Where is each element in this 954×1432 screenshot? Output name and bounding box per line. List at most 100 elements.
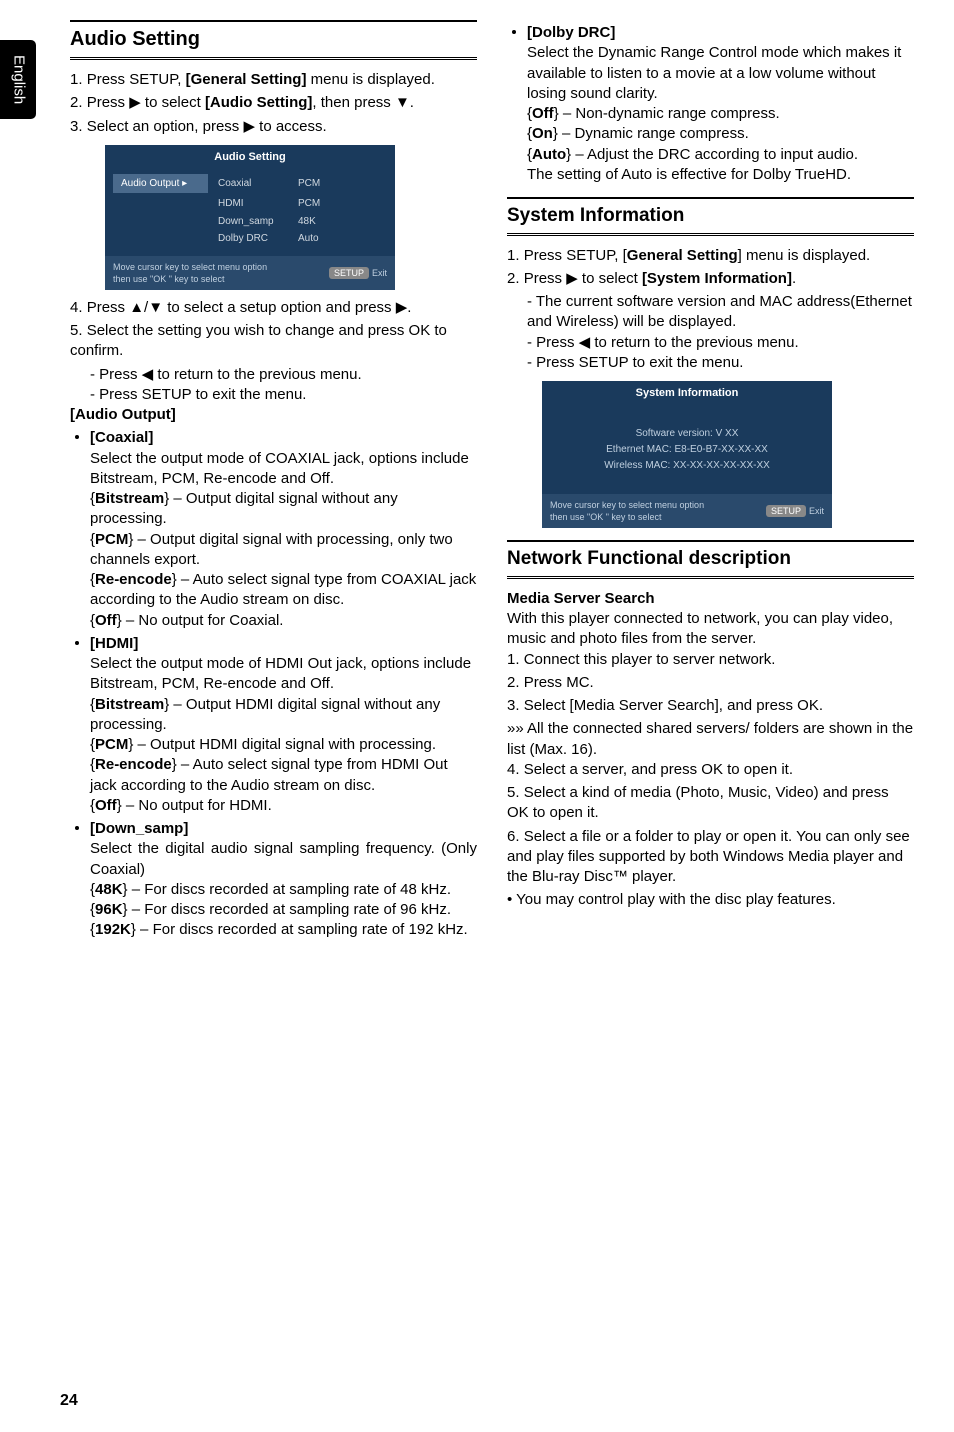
desc: Select the output mode of HDMI Out jack,…: [90, 654, 477, 695]
opt: {Off} – No output for HDMI.: [90, 796, 477, 816]
substep: - Press SETUP to exit the menu.: [90, 385, 477, 405]
network-title: Network Functional description: [507, 540, 914, 579]
text: Select an option, press ▶ to access.: [87, 118, 327, 135]
setup-button: SETUP: [766, 505, 806, 517]
step-2: 2. Press MC.: [507, 673, 914, 693]
opt: {Bitstream} – Output HDMI digital signal…: [90, 695, 477, 736]
text: [System Information]: [642, 270, 792, 287]
menu-val: Auto: [298, 232, 348, 246]
audio-setting-screenshot: Audio Setting Audio Output ▸ Coaxial PCM…: [105, 145, 395, 290]
text: Press ▲/▼ to select a setup option and p…: [87, 299, 412, 316]
opt: {Off} – No output for Coaxial.: [90, 611, 477, 631]
audio-output-heading: [Audio Output]: [70, 405, 477, 425]
text: menu is displayed.: [306, 71, 434, 88]
menu-mid: Down_samp: [208, 215, 298, 229]
text: .: [792, 270, 796, 287]
system-info-title: System Information: [507, 197, 914, 236]
desc: Select the output mode of COAXIAL jack, …: [90, 449, 477, 490]
coaxial-section: [Coaxial] Select the output mode of COAX…: [70, 428, 477, 631]
text: Press ▶ to select: [524, 270, 642, 287]
opt: {96K} – For discs recorded at sampling r…: [90, 900, 477, 920]
text: Select [Media Server Search], and press …: [524, 697, 823, 714]
footer-line: Move cursor key to select menu option: [113, 261, 267, 273]
text: Select a server, and press OK to open it…: [524, 761, 793, 778]
text: Select a kind of media (Photo, Music, Vi…: [507, 784, 889, 821]
text: Press SETUP, [: [524, 247, 627, 264]
step-6: 6. Select a file or a folder to play or …: [507, 827, 914, 888]
menu-mid: Dolby DRC: [208, 232, 298, 246]
exit-note: - Press SETUP to exit the menu.: [527, 353, 914, 373]
label: [Down_samp]: [90, 820, 188, 837]
screenshot-title: Audio Setting: [105, 145, 395, 170]
opt: {Auto} – Adjust the DRC according to inp…: [527, 145, 914, 165]
text: Connect this player to server network.: [524, 651, 776, 668]
desc: Select the digital audio signal sampling…: [90, 839, 477, 880]
page-number: 24: [60, 1390, 78, 1412]
substep: - Press ◀ to return to the previous menu…: [90, 365, 477, 385]
bullet-note: • You may control play with the disc pla…: [507, 890, 914, 910]
step-4: 4. Select a server, and press OK to open…: [507, 760, 914, 780]
text: [Audio Setting]: [205, 94, 312, 111]
audio-setting-title: Audio Setting: [70, 20, 477, 60]
step-3: 3. Select an option, press ▶ to access.: [70, 117, 477, 137]
footer-line: then use "OK " key to select: [113, 273, 267, 285]
label: [Coaxial]: [90, 429, 153, 446]
note: The setting of Auto is effective for Dol…: [527, 165, 914, 185]
step-5: 5. Select the setting you wish to change…: [70, 321, 477, 362]
menu-label: Audio Output ▸: [113, 174, 208, 194]
step-2: 2. Press ▶ to select [Audio Setting], th…: [70, 93, 477, 113]
opt: {Re-encode} – Auto select signal type fr…: [90, 570, 477, 611]
label: [Dolby DRC]: [527, 24, 615, 41]
text: , then press ▼.: [312, 94, 414, 111]
downsamp-section: [Down_samp] Select the digital audio sig…: [70, 819, 477, 941]
hdmi-section: [HDMI] Select the output mode of HDMI Ou…: [70, 634, 477, 816]
footer-line: then use "OK " key to select: [550, 511, 704, 523]
step-1: 1. Connect this player to server network…: [507, 650, 914, 670]
text: Press MC.: [524, 674, 594, 691]
text: Select a file or a folder to play or ope…: [507, 828, 910, 886]
right-column: [Dolby DRC] Select the Dynamic Range Con…: [507, 20, 914, 941]
opt: {48K} – For discs recorded at sampling r…: [90, 880, 477, 900]
menu-val: 48K: [298, 215, 348, 229]
opt: {On} – Dynamic range compress.: [527, 124, 914, 144]
screenshot-title: System Information: [542, 381, 832, 406]
menu-mid: HDMI: [208, 197, 298, 211]
step-1: 1. Press SETUP, [General Setting] menu i…: [507, 246, 914, 266]
step-2: 2. Press ▶ to select [System Information…: [507, 269, 914, 289]
setup-button: SETUP: [329, 267, 369, 279]
step-1: 1. Press SETUP, [General Setting] menu i…: [70, 70, 477, 90]
label: [HDMI]: [90, 635, 138, 652]
text: Press ▶ to select: [87, 94, 205, 111]
opt: {Off} – Non-dynamic range compress.: [527, 104, 914, 124]
step-4: 4. Press ▲/▼ to select a setup option an…: [70, 298, 477, 318]
menu-val: PCM: [298, 177, 348, 191]
language-tab: English: [0, 40, 36, 119]
opt: {Bitstream} – Output digital signal with…: [90, 489, 477, 530]
step-5: 5. Select a kind of media (Photo, Music,…: [507, 783, 914, 824]
opt: {192K} – For discs recorded at sampling …: [90, 920, 477, 940]
media-desc: With this player connected to network, y…: [507, 609, 914, 650]
system-info-screenshot: System Information Software version: V X…: [542, 381, 832, 528]
text: [General Setting]: [186, 71, 307, 88]
left-column: Audio Setting 1. Press SETUP, [General S…: [70, 20, 477, 941]
text: General Setting: [627, 247, 738, 264]
text: Press SETUP,: [87, 71, 186, 88]
dolby-section: [Dolby DRC] Select the Dynamic Range Con…: [507, 23, 914, 185]
desc: - The current software version and MAC a…: [527, 292, 914, 333]
step-3: 3. Select [Media Server Search], and pre…: [507, 696, 914, 716]
footer-line: Move cursor key to select menu option: [550, 499, 704, 511]
desc: Select the Dynamic Range Control mode wh…: [527, 43, 914, 104]
opt: {Re-encode} – Auto select signal type fr…: [90, 755, 477, 796]
note: »» All the connected shared servers/ fol…: [507, 719, 914, 760]
info-line: Wireless MAC: XX-XX-XX-XX-XX-XX: [552, 458, 822, 474]
exit-label: Exit: [809, 506, 824, 516]
info-line: Ethernet MAC: E8-E0-B7-XX-XX-XX: [552, 442, 822, 458]
media-server-label: Media Server Search: [507, 589, 914, 609]
menu-mid: Coaxial: [208, 177, 298, 191]
menu-val: PCM: [298, 197, 348, 211]
info-line: Software version: V XX: [552, 426, 822, 442]
opt: {PCM} – Output HDMI digital signal with …: [90, 735, 477, 755]
text: Select the setting you wish to change an…: [70, 322, 447, 359]
opt: {PCM} – Output digital signal with proce…: [90, 530, 477, 571]
return-note: - Press ◀ to return to the previous menu…: [527, 333, 914, 353]
